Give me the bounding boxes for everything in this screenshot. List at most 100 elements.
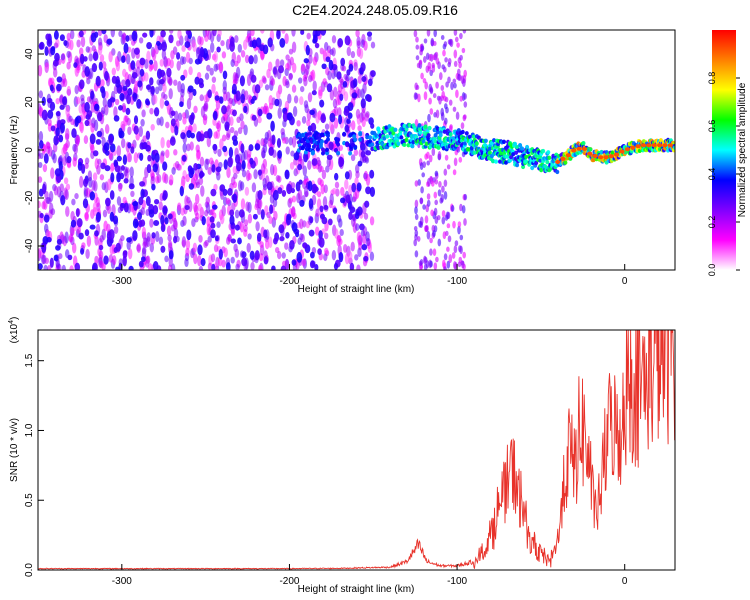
heatmap-noise-cell [43, 264, 48, 270]
heatmap-noise-cell [204, 209, 209, 217]
heatmap-noise-cell [211, 76, 217, 83]
heatmap-noise-cell [233, 172, 238, 180]
heatmap-noise-cell [55, 245, 61, 251]
heatmap-noise-cell [139, 68, 145, 77]
heatmap-noise-cell [345, 194, 351, 204]
heatmap-noise-cell [292, 106, 298, 117]
heatmap-noise-cell [434, 170, 439, 177]
heatmap-noise-cell [119, 172, 125, 180]
heatmap-noise-cell [241, 169, 247, 178]
heatmap-noise-cell [356, 182, 362, 192]
heatmap-noise-cell [126, 150, 131, 163]
heatmap-noise-cell [218, 61, 223, 72]
heatmap-noise-cell [38, 263, 43, 270]
heatmap-noise-cell [207, 89, 212, 99]
heatmap-noise-cell [463, 69, 468, 78]
snr-multiplier-base: (x10 [9, 323, 20, 343]
heatmap-noise-cell [179, 101, 184, 108]
heatmap-ridge-cell [530, 165, 535, 171]
heatmap-ridge-peak [624, 147, 631, 152]
heatmap-noise-cell [46, 97, 53, 104]
heatmap-noise-cell [212, 143, 218, 151]
heatmap-noise-cell [166, 67, 172, 78]
heatmap-noise-cell [38, 200, 41, 209]
heatmap-noise-cell [235, 90, 241, 102]
heatmap-noise-cell [184, 41, 191, 49]
heatmap-noise-cell [332, 98, 338, 109]
heatmap-noise-cell [463, 101, 468, 108]
heatmap-noise-cell [90, 90, 95, 100]
heatmap-noise-cell [49, 101, 56, 111]
heatmap-noise-cell [195, 144, 200, 153]
heatmap-noise-cell [63, 177, 69, 185]
heatmap-noise-cell [113, 106, 118, 118]
heatmap-noise-cell [149, 30, 154, 38]
heatmap-noise-cell [240, 50, 246, 58]
heatmap-noise-cell [232, 109, 237, 117]
heatmap-noise-cell [244, 186, 250, 196]
heatmap-noise-cell [431, 147, 436, 157]
heatmap-noise-cell [303, 76, 308, 87]
heatmap-noise-cell [116, 196, 122, 206]
heatmap-ridge-cell [489, 141, 494, 146]
heatmap-noise-cell [91, 45, 97, 52]
heatmap-noise-cell [288, 48, 294, 55]
heatmap-noise-cell [269, 204, 274, 215]
heatmap-noise-cell [203, 100, 209, 113]
heatmap-noise-cell [159, 155, 165, 165]
heatmap-noise-cell [62, 143, 68, 155]
heatmap-noise-cell [264, 84, 270, 91]
heatmap-noise-cell [152, 261, 159, 270]
heatmap-noise-cell [358, 48, 364, 60]
heatmap-noise-cell [216, 171, 221, 181]
heatmap-noise-cell [326, 154, 333, 160]
heatmap-noise-cell [164, 100, 170, 107]
heatmap-noise-cell [151, 183, 156, 191]
heatmap-noise-cell [204, 34, 209, 42]
heatmap-noise-cell [249, 250, 255, 260]
heatmap-noise-cell [177, 80, 182, 93]
heatmap-noise-cell [53, 135, 59, 146]
heatmap-noise-cell [132, 92, 137, 102]
heatmap-ridge-cell [518, 143, 523, 148]
heatmap-noise-cell [132, 201, 139, 207]
heatmap-noise-cell [50, 167, 55, 180]
snr-x-tick-label: -200 [279, 576, 299, 587]
heatmap-noise-cell [185, 247, 190, 257]
heatmap-noise-cell [262, 44, 269, 55]
heatmap-noise-cell [307, 160, 312, 170]
heatmap-noise-cell [42, 183, 47, 195]
heatmap-noise-cell [276, 90, 281, 99]
snr-y-label: SNR (10 * v/v) [9, 418, 20, 482]
heatmap-noise-cell [282, 137, 287, 144]
heatmap-ridge-cell [424, 141, 429, 146]
heatmap-noise-cell [130, 60, 136, 71]
heatmap-noise-cell [85, 248, 90, 259]
heatmap-noise-cell [446, 164, 451, 170]
heatmap-noise-cell [370, 41, 376, 49]
heatmap-noise-cell [301, 115, 307, 124]
heatmap-noise-cell [147, 154, 152, 162]
heatmap-noise-cell [145, 196, 151, 207]
heatmap-noise-cell [363, 172, 368, 180]
heatmap-noise-cell [56, 83, 62, 92]
heatmap-noise-cell [264, 131, 270, 140]
heatmap-noise-cell [38, 106, 43, 117]
heatmap-noise-cell [440, 84, 445, 92]
heatmap-ridge-cell [487, 150, 492, 155]
heatmap-ridge-cell [498, 159, 502, 164]
heatmap-noise-cell [70, 219, 77, 228]
heatmap-noise-cell [418, 220, 422, 228]
heatmap-noise-cell [149, 218, 154, 228]
heatmap-noise-cell [456, 147, 461, 153]
heatmap-ridge-cell [368, 135, 373, 140]
heatmap-noise-cell [72, 242, 77, 254]
heatmap-noise-cell [334, 181, 340, 189]
heatmap-noise-cell [299, 218, 304, 230]
heatmap-noise-cell [151, 48, 157, 61]
heatmap-noise-cell [149, 63, 154, 70]
heatmap-noise-cell [318, 230, 323, 240]
heatmap-noise-cell [99, 54, 105, 63]
heatmap-ridge-cell [393, 127, 398, 132]
heatmap-noise-cell [83, 178, 88, 188]
